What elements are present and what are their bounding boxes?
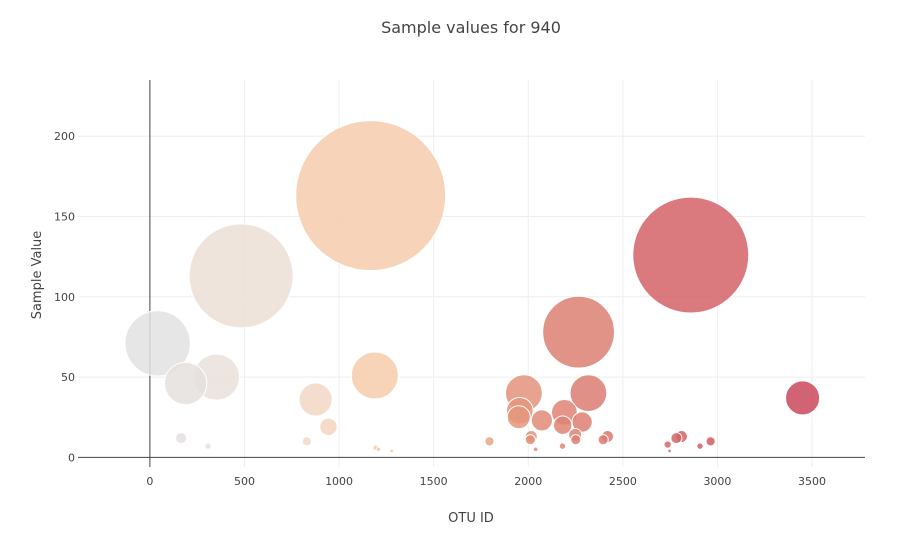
- bubble-point[interactable]: [552, 415, 573, 435]
- bubble-point[interactable]: [569, 374, 608, 413]
- bubble-point[interactable]: [375, 446, 382, 453]
- bubble-point[interactable]: [663, 440, 672, 449]
- bubble-point[interactable]: [530, 409, 553, 432]
- bubble-point[interactable]: [319, 417, 338, 437]
- bubble-point[interactable]: [558, 442, 567, 450]
- x-tick-label: 1500: [420, 475, 448, 488]
- bubble-point[interactable]: [295, 120, 447, 272]
- bubble-point[interactable]: [785, 380, 821, 416]
- y-tick-label: 0: [68, 451, 75, 464]
- x-tick-label: 3500: [798, 475, 826, 488]
- bubble-point[interactable]: [298, 382, 333, 417]
- y-tick-label: 50: [61, 371, 75, 384]
- bubble-point[interactable]: [124, 310, 191, 377]
- bubble-point[interactable]: [670, 432, 683, 445]
- x-tick-label: 2500: [609, 475, 637, 488]
- bubble-point[interactable]: [571, 411, 593, 433]
- y-tick-label: 100: [54, 291, 75, 304]
- bubble-point[interactable]: [524, 434, 536, 446]
- bubble-point[interactable]: [542, 295, 615, 369]
- bubble-point[interactable]: [597, 434, 609, 446]
- bubble-point[interactable]: [188, 223, 294, 329]
- bubble-point[interactable]: [506, 405, 531, 430]
- bubble-point[interactable]: [705, 436, 716, 447]
- x-tick-label: 0: [146, 475, 153, 488]
- bubble-point[interactable]: [163, 361, 208, 406]
- bubble-point[interactable]: [532, 446, 539, 453]
- bubble-point[interactable]: [632, 196, 750, 314]
- x-tick-label: 500: [234, 475, 255, 488]
- bubble-point[interactable]: [350, 351, 399, 400]
- bubble-point[interactable]: [389, 448, 395, 454]
- tick-labels: 0 500 1000 1500 2000 2500 3000 3500 0 50 100 150 200: [54, 130, 826, 488]
- y-tick-label: 200: [54, 130, 75, 143]
- bubble-point[interactable]: [204, 442, 212, 450]
- y-axis-title: Sample Value: [30, 231, 45, 320]
- x-tick-label: 1000: [325, 475, 353, 488]
- bubble-point[interactable]: [175, 432, 188, 445]
- x-axis-title: OTU ID: [448, 511, 494, 526]
- bubble-point[interactable]: [667, 448, 672, 454]
- x-tick-label: 2000: [514, 475, 542, 488]
- chart-title: Sample values for 940: [381, 18, 561, 37]
- bubble-point[interactable]: [301, 436, 313, 447]
- x-tick-label: 3000: [703, 475, 731, 488]
- bubbles: [124, 120, 821, 454]
- bubble-point[interactable]: [570, 434, 582, 446]
- bubble-point[interactable]: [696, 442, 704, 450]
- bubble-point[interactable]: [484, 436, 495, 447]
- y-tick-label: 150: [54, 210, 75, 223]
